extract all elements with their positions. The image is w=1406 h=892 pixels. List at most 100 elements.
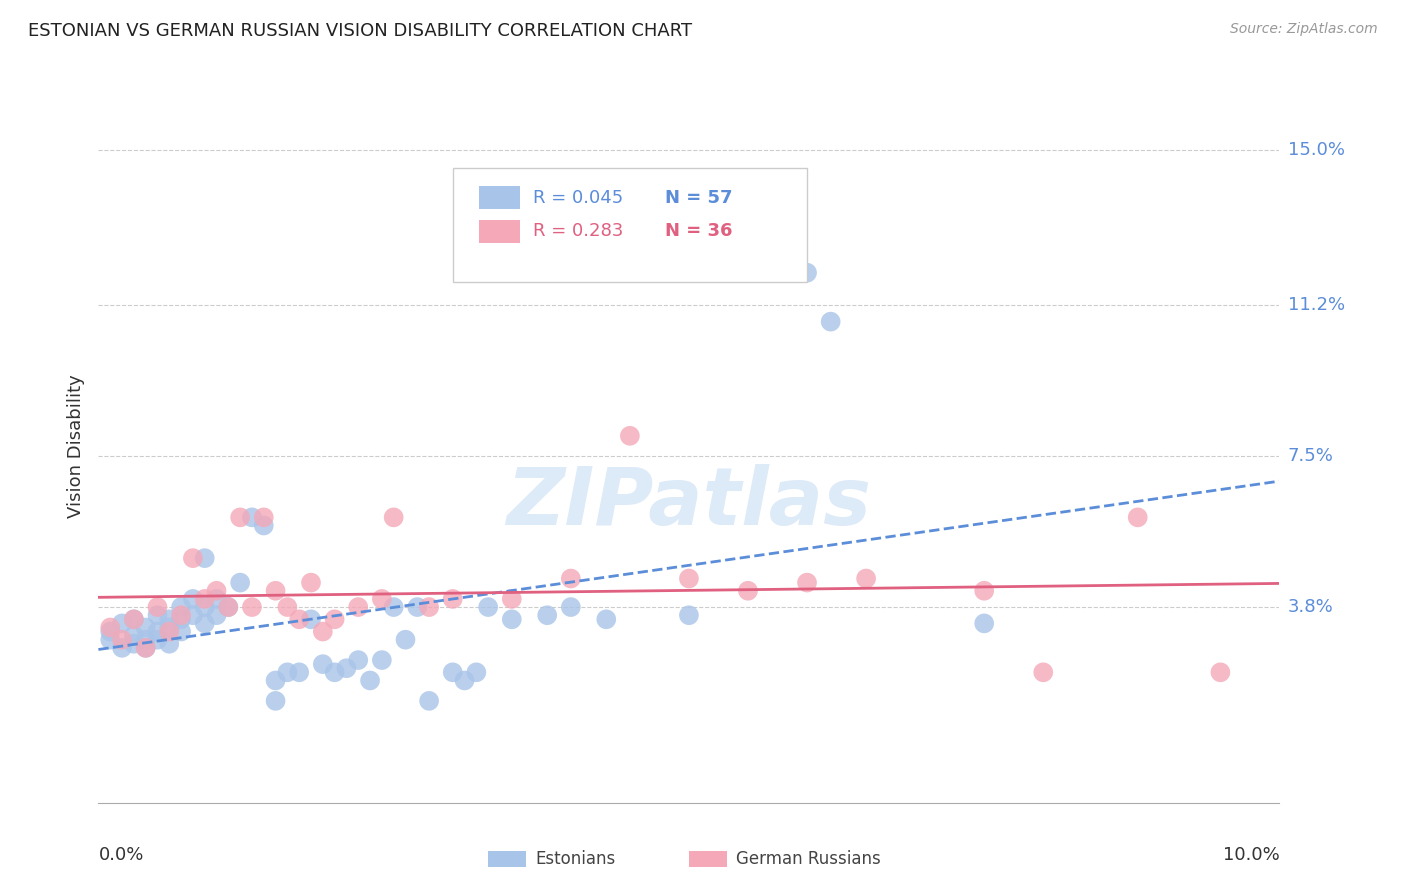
Point (122, 629, 145, 643)
Point (122, 612, 145, 626)
Point (855, 572, 877, 586)
Y-axis label: Vision Disability: Vision Disability (66, 374, 84, 518)
Point (312, 657, 335, 672)
Point (205, 583, 228, 598)
Point (394, 632, 416, 647)
Point (477, 600, 499, 615)
Point (135, 620, 157, 634)
Point (536, 608, 558, 623)
Point (1126, 510, 1149, 524)
Point (288, 665, 311, 680)
Text: 10.0%: 10.0% (1223, 846, 1279, 863)
Point (240, 510, 263, 524)
Point (619, 429, 641, 443)
Point (170, 624, 193, 639)
Point (181, 591, 204, 606)
Text: 0.0%: 0.0% (98, 846, 143, 863)
Point (229, 575, 252, 590)
Point (973, 583, 995, 598)
Text: German Russians: German Russians (737, 850, 882, 868)
FancyBboxPatch shape (488, 851, 526, 867)
Point (146, 608, 169, 623)
Text: N = 57: N = 57 (665, 189, 733, 207)
Text: R = 0.045: R = 0.045 (533, 189, 623, 207)
FancyBboxPatch shape (689, 851, 727, 867)
Point (418, 694, 440, 708)
Point (501, 612, 523, 626)
Point (560, 572, 582, 586)
Point (264, 583, 287, 598)
Point (146, 600, 169, 615)
Point (418, 600, 440, 615)
Point (347, 600, 370, 615)
Point (973, 616, 995, 631)
Point (453, 673, 475, 688)
Point (796, 266, 818, 280)
Point (276, 665, 298, 680)
Point (288, 612, 311, 626)
Point (382, 600, 405, 615)
Point (1209, 665, 1232, 680)
Point (678, 608, 700, 623)
Point (312, 624, 335, 639)
Point (382, 510, 405, 524)
Point (323, 612, 346, 626)
Point (371, 653, 394, 667)
Text: R = 0.283: R = 0.283 (533, 222, 623, 240)
FancyBboxPatch shape (453, 168, 807, 282)
Point (371, 591, 394, 606)
Point (441, 665, 464, 680)
Point (217, 600, 239, 615)
Text: 7.5%: 7.5% (1288, 447, 1334, 466)
Point (796, 575, 818, 590)
Point (111, 640, 134, 655)
Point (146, 632, 169, 647)
Point (98, 624, 121, 639)
FancyBboxPatch shape (478, 186, 520, 209)
Point (595, 612, 617, 626)
Point (240, 600, 263, 615)
Point (253, 518, 276, 533)
Point (135, 640, 157, 655)
Point (501, 591, 523, 606)
Point (122, 637, 145, 651)
Point (135, 640, 157, 655)
Text: 15.0%: 15.0% (1288, 141, 1344, 160)
Point (359, 673, 381, 688)
Point (98, 620, 121, 634)
Point (299, 575, 322, 590)
Point (157, 612, 180, 626)
Point (820, 315, 842, 329)
Point (335, 661, 357, 675)
Point (98, 632, 121, 647)
Point (217, 600, 239, 615)
Point (122, 612, 145, 626)
Text: 11.2%: 11.2% (1288, 296, 1346, 314)
Point (157, 624, 180, 639)
Point (441, 591, 464, 606)
Point (264, 694, 287, 708)
Point (347, 653, 370, 667)
Text: Source: ZipAtlas.com: Source: ZipAtlas.com (1230, 22, 1378, 37)
Point (678, 572, 700, 586)
Point (170, 612, 193, 626)
Point (181, 551, 204, 566)
Point (181, 608, 204, 623)
Point (157, 620, 180, 634)
Point (111, 632, 134, 647)
Point (299, 612, 322, 626)
Text: N = 36: N = 36 (665, 222, 733, 240)
Point (560, 600, 582, 615)
Text: ZIPatlas: ZIPatlas (506, 464, 872, 542)
Point (146, 624, 169, 639)
Point (737, 583, 759, 598)
Point (135, 632, 157, 647)
Point (170, 600, 193, 615)
Point (194, 591, 217, 606)
Point (229, 510, 252, 524)
Text: 3.8%: 3.8% (1288, 598, 1333, 616)
Text: ESTONIAN VS GERMAN RUSSIAN VISION DISABILITY CORRELATION CHART: ESTONIAN VS GERMAN RUSSIAN VISION DISABI… (28, 22, 692, 40)
Point (111, 616, 134, 631)
Point (194, 551, 217, 566)
Point (194, 616, 217, 631)
